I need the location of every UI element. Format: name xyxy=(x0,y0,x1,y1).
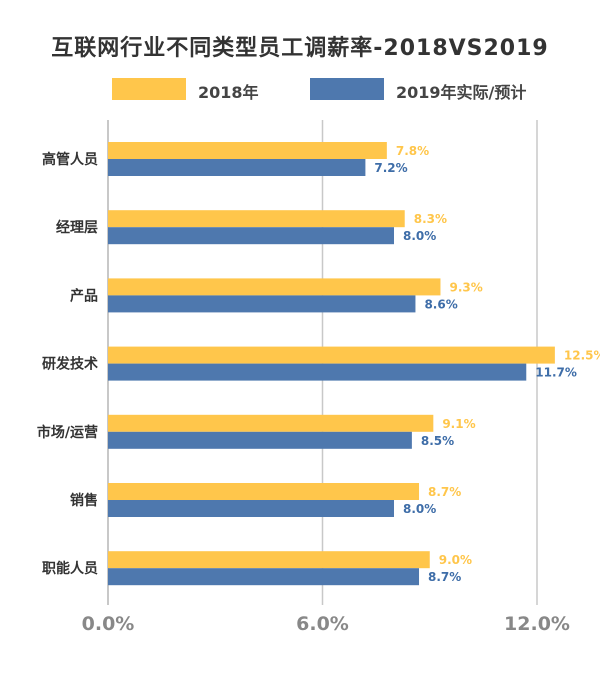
data-label-2019: 7.2% xyxy=(374,161,407,175)
bar-2018 xyxy=(108,278,441,296)
category-label: 市场/运营 xyxy=(37,424,98,441)
data-label-2018: 12.5% xyxy=(564,349,600,363)
legend-swatch-2019 xyxy=(310,78,384,100)
data-label-2018: 9.0% xyxy=(439,553,472,567)
data-label-2019: 8.6% xyxy=(424,297,457,311)
bar-2019 xyxy=(108,227,394,245)
data-label-2018: 8.7% xyxy=(428,485,461,499)
bar-2018 xyxy=(108,483,420,500)
data-label-2018: 8.3% xyxy=(414,212,447,226)
data-label-2018: 9.1% xyxy=(442,417,475,431)
category-label: 高管人员 xyxy=(42,151,98,168)
category-label: 职能人员 xyxy=(42,560,98,577)
bar-2018 xyxy=(108,210,405,228)
legend-label-2018: 2018年 xyxy=(198,83,259,102)
data-label-2018: 7.8% xyxy=(396,144,429,158)
bar-2019 xyxy=(108,159,366,176)
legend-label-2019: 2019年实际/预计 xyxy=(396,83,527,102)
category-label: 产品 xyxy=(70,287,98,304)
bar-2019 xyxy=(108,500,394,517)
bar-2018 xyxy=(108,346,555,364)
legend-swatch-2018 xyxy=(112,78,186,100)
bar-2019 xyxy=(108,295,416,313)
bar-2018 xyxy=(108,142,387,159)
chart-title: 互联网行业不同类型员工调薪率-2018VS2019 xyxy=(51,36,549,61)
x-tick-label: 6.0% xyxy=(296,613,349,635)
data-label-2018: 9.3% xyxy=(449,280,482,294)
bar-2019 xyxy=(108,363,527,381)
bar-2018 xyxy=(108,414,434,432)
category-label: 销售 xyxy=(70,492,98,509)
data-label-2019: 8.5% xyxy=(421,434,454,448)
data-label-2019: 8.7% xyxy=(428,570,461,584)
data-label-2019: 8.0% xyxy=(403,229,436,243)
category-label: 研发技术 xyxy=(42,356,98,373)
data-label-2019: 11.7% xyxy=(535,366,577,380)
category-label: 经理层 xyxy=(56,219,98,236)
x-tick-label: 0.0% xyxy=(82,613,135,635)
bar-2019 xyxy=(108,568,420,586)
bar-2019 xyxy=(108,431,412,449)
data-label-2019: 8.0% xyxy=(403,502,436,516)
bar-2018 xyxy=(108,551,430,569)
x-tick-label: 12.0% xyxy=(504,613,570,635)
